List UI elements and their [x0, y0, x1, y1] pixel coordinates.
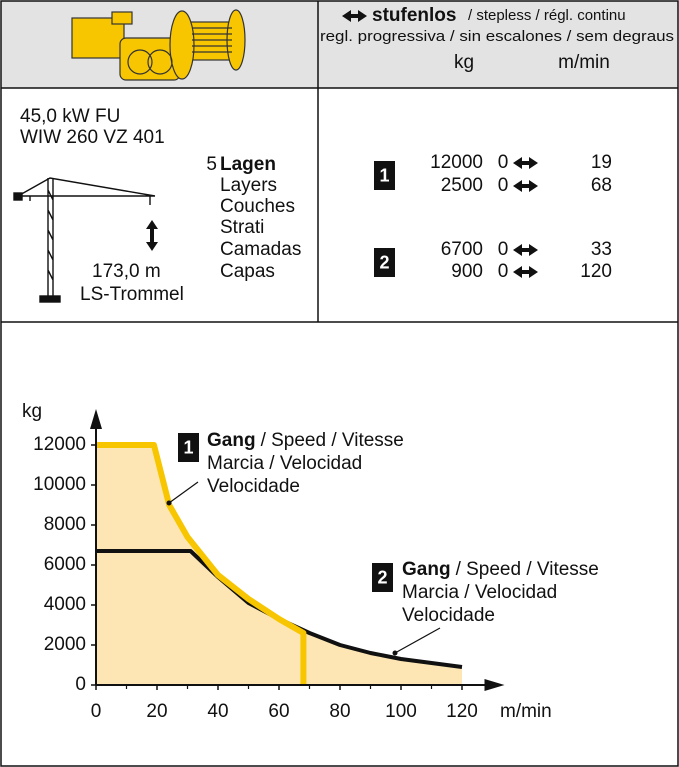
- arrow-icon: [513, 244, 538, 256]
- speed-label: stufenlos: [372, 5, 456, 26]
- datasheet: stufenlos / stepless / régl. continu reg…: [0, 0, 679, 767]
- height-arrow: [146, 220, 158, 251]
- speed-max: 120: [580, 261, 612, 282]
- layers-translation: Layers: [220, 175, 277, 196]
- load-value: 900: [451, 261, 483, 282]
- load-value: 6700: [441, 239, 483, 260]
- annotation-text: / Speed / Vitesse: [261, 430, 404, 451]
- annotation-line: Velocidade: [207, 476, 300, 497]
- unit-speed: m/min: [558, 52, 610, 73]
- annotation-line: Marcia / Velocidad: [402, 582, 557, 603]
- annotation-title: Gang/ Speed / Vitesse: [207, 430, 404, 451]
- x-tick-label: 100: [385, 701, 417, 722]
- x-tick-label: 120: [446, 701, 478, 722]
- arrow-icon: [513, 180, 538, 192]
- page: {"header": {"speed_label": "stufenlos", …: [0, 0, 679, 767]
- leader-line: [169, 482, 198, 503]
- annotation-line: Marcia / Velocidad: [207, 453, 362, 474]
- speed-min: 0: [498, 175, 509, 196]
- gear-number: 1: [183, 437, 193, 457]
- load-value: 2500: [441, 175, 483, 196]
- leader-line: [395, 628, 440, 653]
- x-tick-label: 60: [268, 701, 289, 722]
- speed-max: 68: [591, 175, 612, 196]
- annotation-text: / Speed / Vitesse: [456, 559, 599, 580]
- unit-load: kg: [454, 52, 474, 73]
- speed-min: 0: [498, 152, 509, 173]
- gear-number: 2: [377, 567, 387, 587]
- y-axis-label: kg: [22, 401, 42, 422]
- y-axis-arrow: [90, 409, 102, 429]
- speed-min: 0: [498, 261, 509, 282]
- leader-dot: [393, 651, 398, 656]
- layers-translation: Strati: [220, 217, 264, 238]
- x-tick-label: 20: [146, 701, 167, 722]
- x-tick-label: 80: [329, 701, 350, 722]
- speed-max: 19: [591, 152, 612, 173]
- chart: 0 2000 4000 6000 8000 10000 12000 0 20 40 60 80 100 1…: [22, 401, 599, 722]
- speed-max: 33: [591, 239, 612, 260]
- annotation-bold: Gang: [402, 559, 451, 580]
- speed-translations: regl. progressiva / sin escalones / sem …: [320, 28, 674, 45]
- y-tick-label: 8000: [44, 514, 86, 535]
- y-tick-label: 10000: [33, 474, 86, 495]
- layers-label: Lagen: [220, 154, 276, 175]
- speed-min: 0: [498, 239, 509, 260]
- x-tick-label: 0: [91, 701, 102, 722]
- load-value: 12000: [430, 152, 483, 173]
- y-tick-label: 12000: [33, 434, 86, 455]
- layers-translation: Camadas: [220, 239, 301, 260]
- arrow-icon: [513, 266, 538, 278]
- model: WIW 260 VZ 401: [20, 127, 165, 148]
- power: 45,0 kW FU: [20, 106, 120, 127]
- drum: LS-Trommel: [80, 284, 184, 305]
- annotation-line: Velocidade: [402, 605, 495, 626]
- speed-translations: / stepless / régl. continu: [468, 7, 626, 24]
- x-tick-label: 40: [207, 701, 228, 722]
- y-tick-label: 6000: [44, 554, 86, 575]
- gear-number: 1: [379, 165, 389, 185]
- annotation-title: Gang/ Speed / Vitesse: [402, 559, 599, 580]
- arrow-icon: [513, 157, 538, 169]
- y-tick-label: 2000: [44, 634, 86, 655]
- layers-translation: Couches: [220, 196, 295, 217]
- x-axis-arrow: [485, 679, 505, 691]
- rope-length: 173,0 m: [92, 261, 161, 282]
- y-tick-label: 4000: [44, 594, 86, 615]
- gear-table: 1 12000 0 19 2500 0 68 2 6700 0 33 900 0 120: [374, 152, 612, 282]
- y-tick-label: 0: [75, 674, 86, 695]
- x-axis-label: m/min: [500, 701, 552, 722]
- annotation-bold: Gang: [207, 430, 256, 451]
- gear-number: 2: [379, 252, 389, 272]
- layers-count: 5: [206, 154, 217, 175]
- layers-translation: Capas: [220, 261, 275, 282]
- leader-dot: [167, 501, 172, 506]
